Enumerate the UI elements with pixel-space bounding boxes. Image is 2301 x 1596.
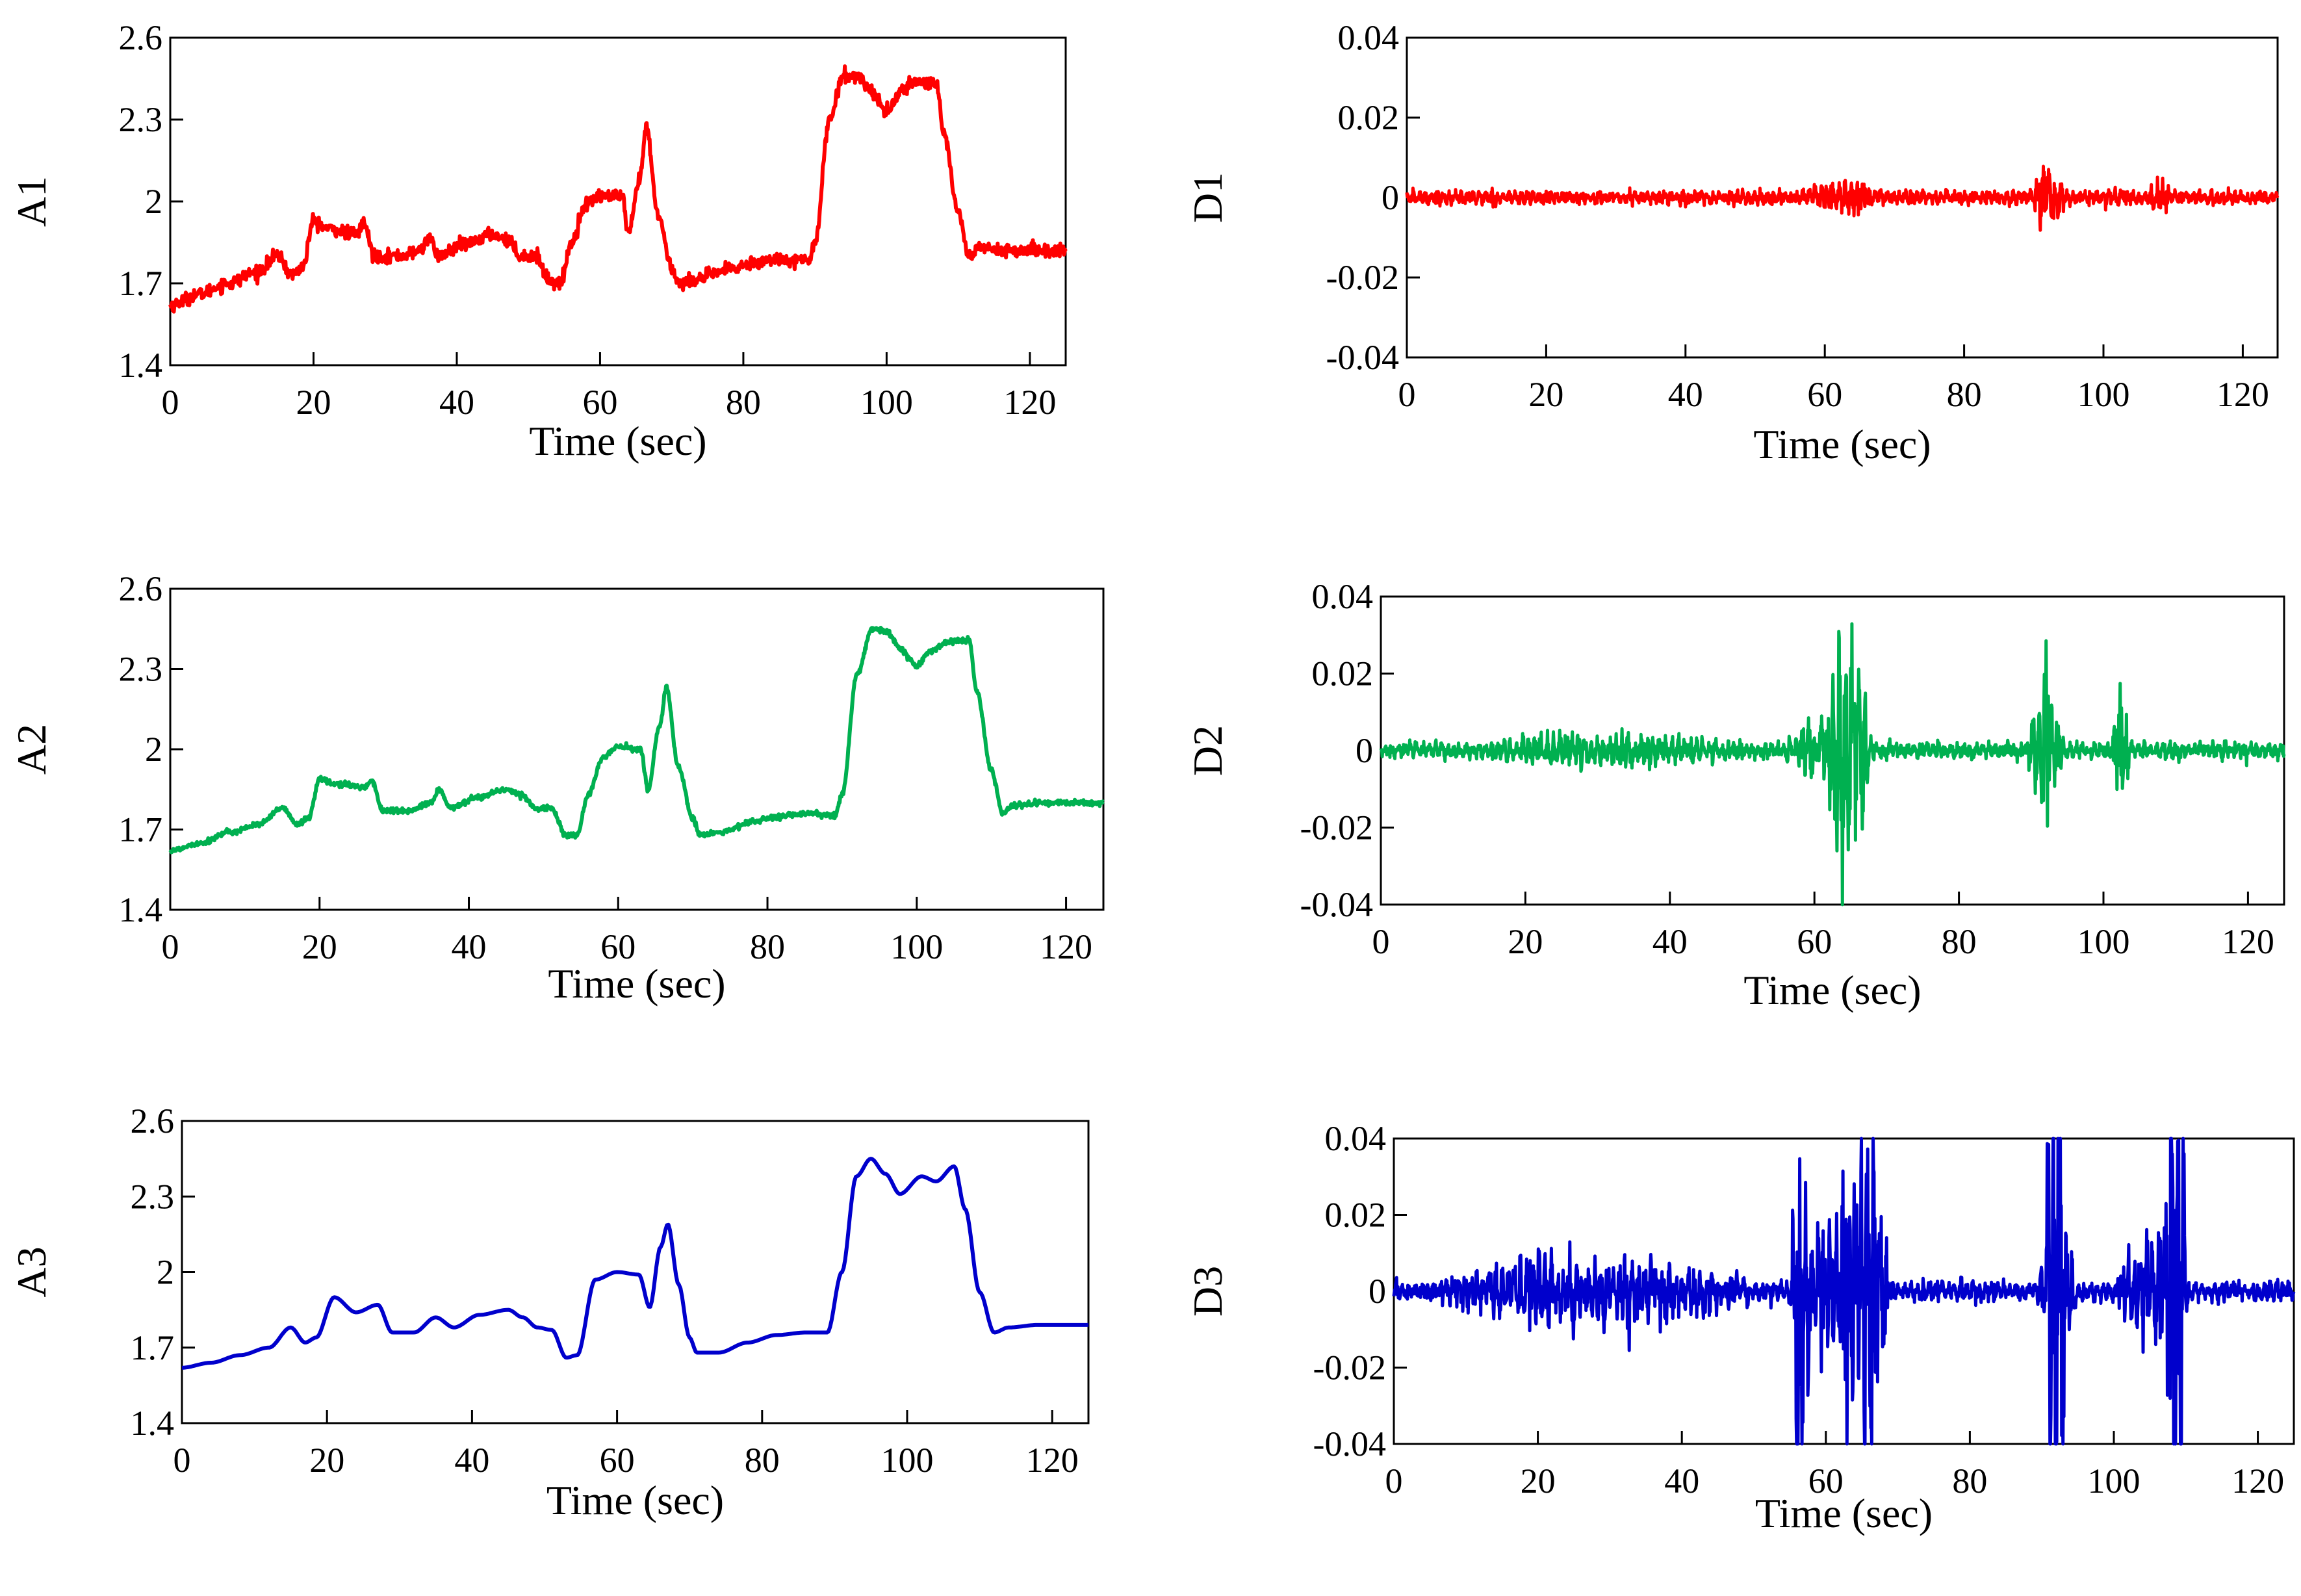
y-tick-label: 2.6 xyxy=(119,569,163,608)
x-tick-label: 20 xyxy=(1528,375,1563,414)
x-tick-label: 20 xyxy=(302,927,337,966)
x-tick-label: 60 xyxy=(600,1441,635,1480)
y-tick-label: -0.02 xyxy=(1326,258,1399,297)
x-axis-label: Time (sec) xyxy=(529,418,706,464)
x-tick-label: 0 xyxy=(174,1441,191,1480)
y-tick-label: 0.04 xyxy=(1325,1119,1387,1158)
y-tick-label: -0.02 xyxy=(1313,1348,1386,1387)
chart-a3: 0 20 40 60 80 100 120 1.4 1.7 2 2.3 2.6 Time (sec) A3 xyxy=(8,1101,1090,1523)
y-tick-label: 0.04 xyxy=(1338,18,1400,57)
x-tick-label: 100 xyxy=(881,1441,934,1480)
chart-d2: 0 20 40 60 80 100 120 -0.04 -0.02 0 0.02 0.04 Time (… xyxy=(1185,577,2286,1013)
y-tick-label: -0.04 xyxy=(1300,885,1373,924)
series-line-d1 xyxy=(1405,164,2280,232)
x-tick-label: 0 xyxy=(162,383,179,422)
y-tick-label: 0.04 xyxy=(1312,577,1374,616)
y-tick-label: 0.02 xyxy=(1338,98,1400,137)
y-tick-label: -0.04 xyxy=(1313,1424,1386,1463)
x-tick-label: 80 xyxy=(745,1441,780,1480)
x-tick-label: 40 xyxy=(1664,1461,1699,1500)
x-tick-label: 20 xyxy=(309,1441,344,1480)
x-tick-label: 100 xyxy=(2088,1461,2140,1500)
x-tick-label: 20 xyxy=(296,383,331,422)
x-tick-label: 0 xyxy=(162,927,179,966)
y-tick-label: 1.4 xyxy=(119,890,163,929)
y-tick-label: 2.3 xyxy=(119,650,163,689)
y-tick-label: 2.6 xyxy=(131,1101,175,1140)
chart-d1: 0 20 40 60 80 100 120 -0.04 -0.02 0 0.02 0.04 Time (… xyxy=(1185,18,2280,467)
x-tick-label: 120 xyxy=(1040,927,1092,966)
y-tick-label: 2 xyxy=(145,730,162,769)
series-line-a2 xyxy=(168,626,1105,855)
x-tick-label: 120 xyxy=(1026,1441,1079,1480)
y-axis-label: D3 xyxy=(1185,1266,1231,1317)
x-axis-label: Time (sec) xyxy=(1755,1490,1933,1536)
y-tick-label: 1.7 xyxy=(119,810,163,849)
x-tick-label: 0 xyxy=(1398,375,1416,414)
y-tick-label: -0.02 xyxy=(1300,808,1373,847)
x-tick-label: 40 xyxy=(1668,375,1703,414)
y-tick-label: 1.7 xyxy=(119,264,163,303)
x-tick-label: 60 xyxy=(1808,1461,1844,1500)
y-axis-label: A3 xyxy=(8,1246,55,1297)
x-tick-label: 40 xyxy=(439,383,474,422)
y-tick-label: 1.4 xyxy=(119,346,163,385)
x-tick-label: 20 xyxy=(1508,922,1543,961)
series-line-a3 xyxy=(181,1157,1089,1370)
y-tick-label: 1.7 xyxy=(131,1328,175,1367)
chart-a2: 0 20 40 60 80 100 120 1.4 1.7 2 2.3 2.6 Time (sec) A2 xyxy=(8,569,1105,1007)
x-tick-label: 80 xyxy=(750,927,785,966)
y-axis-label: D2 xyxy=(1185,725,1231,776)
y-tick-label: 0.02 xyxy=(1312,654,1374,693)
x-tick-label: 100 xyxy=(2077,922,2130,961)
x-tick-label: 120 xyxy=(1003,383,1056,422)
x-tick-label: 0 xyxy=(1385,1461,1403,1500)
x-tick-label: 120 xyxy=(2222,922,2274,961)
y-tick-label: 2.6 xyxy=(119,18,163,57)
y-tick-label: 0 xyxy=(1369,1272,1386,1311)
x-axis-label: Time (sec) xyxy=(546,1477,724,1523)
y-tick-label: 1.4 xyxy=(131,1404,175,1443)
y-tick-label: 2 xyxy=(145,182,162,221)
series-line-d3 xyxy=(1392,1137,2296,1446)
y-tick-label: -0.04 xyxy=(1326,338,1399,377)
x-tick-label: 20 xyxy=(1521,1461,1556,1500)
chart-d3: 0 20 40 60 80 100 120 -0.04 -0.02 0 0.02 0.04 Time (… xyxy=(1185,1119,2296,1536)
x-tick-label: 60 xyxy=(600,927,636,966)
x-tick-label: 0 xyxy=(1372,922,1390,961)
y-tick-label: 0.02 xyxy=(1325,1196,1387,1235)
y-tick-label: 2.3 xyxy=(131,1177,175,1216)
x-tick-label: 40 xyxy=(452,927,487,966)
x-axis-label: Time (sec) xyxy=(548,960,725,1007)
x-tick-label: 80 xyxy=(726,383,761,422)
y-tick-label: 0 xyxy=(1356,731,1373,770)
x-tick-label: 100 xyxy=(890,927,943,966)
y-axis-label: A1 xyxy=(8,176,55,227)
y-tick-label: 0 xyxy=(1382,178,1399,217)
y-axis-label: A2 xyxy=(8,724,55,775)
x-axis-label: Time (sec) xyxy=(1743,967,1921,1013)
y-axis-label: D1 xyxy=(1185,172,1231,223)
x-tick-label: 100 xyxy=(2077,375,2130,414)
x-tick-label: 60 xyxy=(1807,375,1842,414)
x-tick-label: 100 xyxy=(860,383,913,422)
x-tick-label: 60 xyxy=(582,383,617,422)
x-tick-label: 80 xyxy=(1947,375,1982,414)
x-tick-label: 80 xyxy=(1942,922,1977,961)
x-tick-label: 80 xyxy=(1952,1461,1987,1500)
x-axis-label: Time (sec) xyxy=(1753,421,1931,467)
x-tick-label: 120 xyxy=(2231,1461,2284,1500)
x-tick-label: 40 xyxy=(454,1441,489,1480)
series-line-d2 xyxy=(1379,622,2286,907)
chart-a1: 0 20 40 60 80 100 120 1.4 1.7 2 2.3 2.6 Time (sec) A1 xyxy=(8,18,1068,464)
y-tick-label: 2 xyxy=(157,1253,174,1292)
x-tick-label: 120 xyxy=(2217,375,2269,414)
x-tick-label: 60 xyxy=(1797,922,1832,961)
series-line-a1 xyxy=(168,64,1068,314)
x-tick-label: 40 xyxy=(1652,922,1688,961)
y-tick-label: 2.3 xyxy=(119,100,163,139)
